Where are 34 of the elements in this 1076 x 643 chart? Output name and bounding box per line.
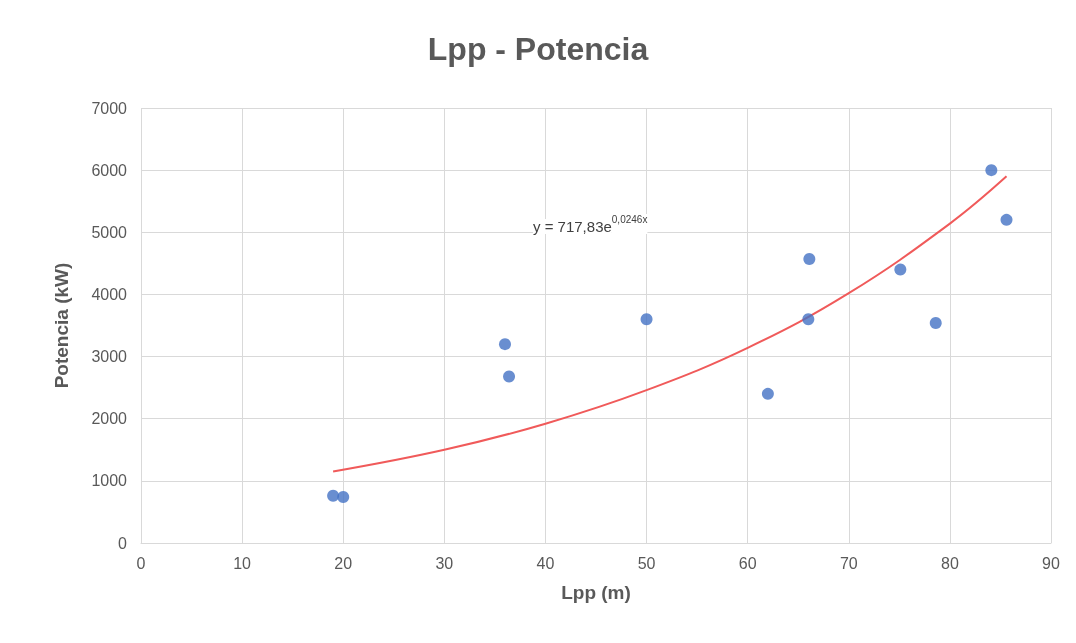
point [803,253,816,265]
x-tick-label: 80 [940,554,959,572]
point [503,370,516,383]
chart-title: Lpp - Potencia [427,31,649,67]
point [640,313,653,326]
x-tick-label: 40 [536,554,555,572]
y-tick-label: 0 [118,534,128,552]
x-tick-label: 90 [1042,554,1060,572]
y-tick-label: 3000 [91,348,128,366]
point [929,317,942,330]
y-tick-label: 5000 [91,223,128,241]
y-tick-label: 1000 [91,472,128,490]
x-tick-label: 20 [334,554,353,572]
x-tick-label: 70 [839,554,858,572]
x-tick-label: 60 [738,554,757,572]
line-series [332,175,1008,473]
y-axis-title: Potencia (kW) [51,262,72,389]
x-tick-label: 50 [637,554,656,572]
y-tick-label: 7000 [91,99,128,117]
point [802,313,815,326]
y-tick-label: 4000 [91,285,128,303]
point [327,489,340,502]
y-tick-label: 2000 [91,410,128,428]
point [985,164,998,177]
point [337,491,350,504]
x-tick-label: 30 [435,554,454,572]
point [499,338,511,351]
x-tick-label: 10 [233,554,252,572]
point [1000,213,1013,226]
x-axis-title: Lpp (m) [561,582,631,603]
x-tick-label: 0 [136,554,146,572]
y-tick-label: 6000 [91,161,128,179]
point [894,263,907,276]
point [761,387,774,400]
